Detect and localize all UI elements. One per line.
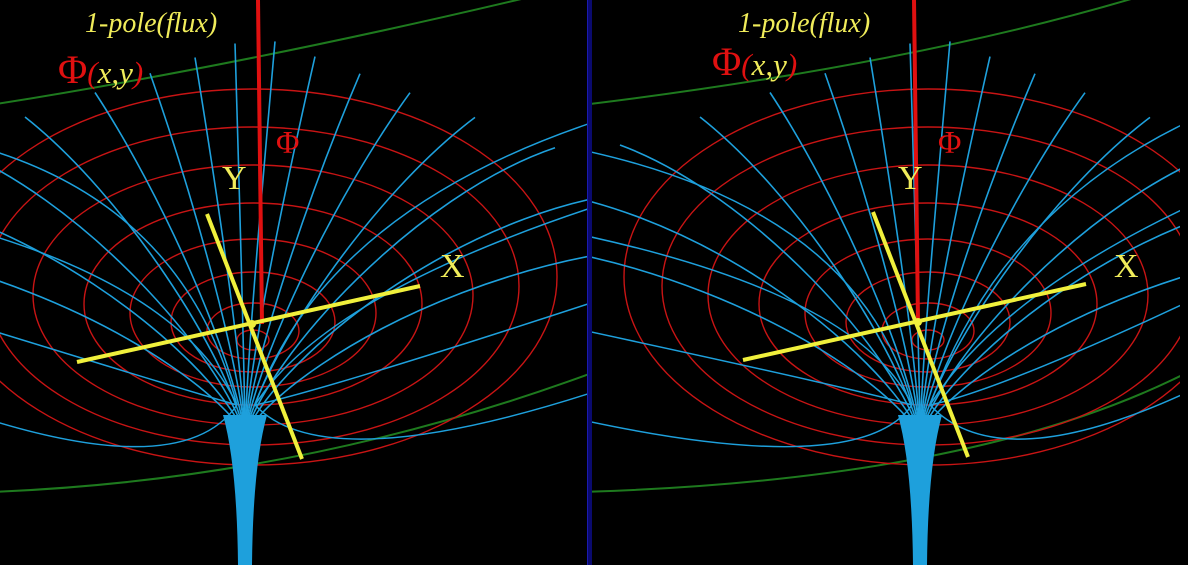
field-line xyxy=(769,92,921,436)
field-line xyxy=(94,92,246,436)
field-line xyxy=(919,56,991,436)
phi-axis-label: Φ xyxy=(938,124,962,160)
pole-funnel xyxy=(898,415,942,565)
field-line xyxy=(824,72,921,436)
field-line xyxy=(592,331,913,406)
field-line xyxy=(244,92,411,436)
field-line xyxy=(919,168,1180,436)
flux-diagram-right xyxy=(592,0,1180,565)
field-line xyxy=(929,304,1180,406)
field-line xyxy=(234,43,246,436)
y-axis-line xyxy=(205,213,304,460)
field-line xyxy=(592,236,913,406)
phi-axis-label: Φ xyxy=(276,124,300,160)
close-paren: ) xyxy=(132,55,144,90)
field-line xyxy=(869,57,921,436)
field-line xyxy=(919,41,951,436)
boundary-curve-top xyxy=(0,0,522,105)
field-line xyxy=(592,151,913,406)
stereo-divider xyxy=(587,0,593,565)
open-paren: ( xyxy=(741,47,752,82)
origin-point xyxy=(914,318,922,326)
phi-axis-line xyxy=(256,0,264,325)
field-line xyxy=(0,237,238,406)
x-axis-label: X xyxy=(440,248,465,285)
field-line xyxy=(592,201,921,436)
y-axis-label: Y xyxy=(222,160,247,197)
field-line xyxy=(149,72,246,436)
field-line xyxy=(254,208,588,406)
flux-diagram-left xyxy=(0,0,588,565)
equipotential-ring xyxy=(758,202,1098,406)
field-line xyxy=(592,256,921,436)
field-line xyxy=(619,144,921,436)
field-line xyxy=(0,152,238,406)
function-label: Φ(x,y) xyxy=(58,46,143,93)
field-line xyxy=(254,123,588,406)
function-args: x,y xyxy=(751,47,787,82)
boundary-curve-bottom xyxy=(592,374,1180,493)
open-paren: ( xyxy=(87,55,98,90)
phi-symbol: Φ xyxy=(712,39,742,84)
boundary-curve-bottom xyxy=(0,373,588,493)
y-axis-line xyxy=(871,211,970,458)
field-line xyxy=(929,125,1180,406)
close-paren: ) xyxy=(786,47,798,82)
boundary-curve-top xyxy=(592,0,1132,105)
pole-funnel xyxy=(223,415,267,565)
field-line xyxy=(244,56,316,436)
field-line xyxy=(0,332,238,406)
field-line xyxy=(919,92,1086,436)
origin-point xyxy=(248,320,256,328)
field-line xyxy=(592,404,913,448)
field-line xyxy=(919,277,1180,436)
field-line xyxy=(929,209,1180,406)
field-line xyxy=(929,394,1180,440)
field-line xyxy=(254,393,588,440)
field-line xyxy=(0,404,238,448)
x-axis-label: X xyxy=(1114,248,1139,285)
field-line xyxy=(0,231,246,436)
y-axis-label: Y xyxy=(898,160,923,197)
phi-symbol: Φ xyxy=(58,47,88,92)
field-line xyxy=(244,199,588,436)
right-stereo-panel: 1-pole(flux) Φ(x,y) Φ Y X xyxy=(592,0,1180,565)
left-stereo-panel: 1-pole(flux) Φ(x,y) Φ Y X xyxy=(0,0,588,565)
phi-axis-line xyxy=(912,0,920,323)
equipotential-ring xyxy=(83,202,423,406)
pole-label: 1-pole(flux) xyxy=(85,8,218,39)
field-line xyxy=(919,73,1036,436)
field-line xyxy=(244,73,361,436)
field-line xyxy=(244,147,556,436)
field-line xyxy=(0,170,246,436)
function-args: x,y xyxy=(97,55,133,90)
function-label: Φ(x,y) xyxy=(712,38,797,85)
field-line xyxy=(244,41,276,436)
pole-label: 1-pole(flux) xyxy=(738,8,871,39)
